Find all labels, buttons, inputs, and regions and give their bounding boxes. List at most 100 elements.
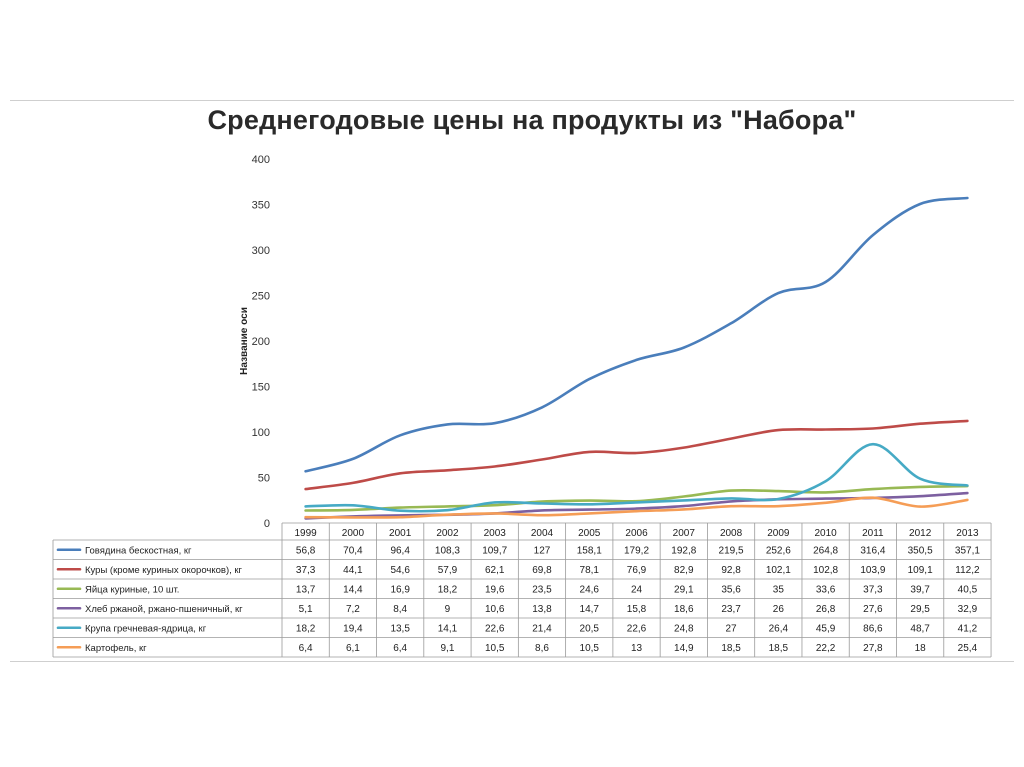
data-label: 35,6 — [721, 584, 741, 595]
chart-title: Среднегодовые цены на продукты из "Набор… — [207, 105, 857, 135]
data-label: 37,3 — [863, 584, 883, 595]
y-tick-label: 400 — [252, 154, 270, 166]
data-label: 350,5 — [908, 545, 933, 556]
data-label: 33,6 — [816, 584, 836, 595]
x-tick-label: 2012 — [909, 528, 932, 539]
y-tick-label: 0 — [264, 518, 270, 530]
data-label: 69,8 — [532, 565, 552, 576]
data-label: 19,4 — [343, 623, 363, 634]
data-table: 1999 2000 2001 2002 2003 2004 2005 2006 2007 2008… — [52, 522, 992, 658]
legend-label-3: Яйца куриные, 10 шт. — [85, 584, 179, 595]
data-label: 10,5 — [485, 643, 505, 654]
data-label: 39,7 — [910, 584, 930, 595]
data-label: 78,1 — [580, 565, 600, 576]
legend-label-1: Говядина бескостная, кг — [85, 545, 192, 556]
x-tick-label: 2005 — [578, 528, 601, 539]
data-label: 252,6 — [766, 545, 791, 556]
y-axis-title: Название оси — [239, 307, 250, 375]
data-label: 27 — [726, 623, 738, 634]
data-label: 6,4 — [299, 643, 313, 654]
data-label: 5,1 — [299, 604, 313, 615]
data-label: 192,8 — [671, 545, 696, 556]
x-tick-label: 2001 — [389, 528, 412, 539]
x-tick-label: 2008 — [720, 528, 743, 539]
y-tick-label: 300 — [252, 245, 270, 257]
data-label: 37,3 — [296, 565, 316, 576]
data-label: 18,5 — [721, 643, 741, 654]
data-label: 48,7 — [910, 623, 930, 634]
data-label: 9 — [445, 604, 451, 615]
data-label: 103,9 — [860, 565, 885, 576]
data-label: 13 — [631, 643, 643, 654]
legend-label-5: Крупа гречневая-ядрица, кг — [85, 623, 207, 634]
data-label: 16,9 — [390, 584, 410, 595]
series-line-5 — [304, 442, 969, 513]
series-line-6 — [304, 496, 969, 519]
data-label: 20,5 — [580, 623, 600, 634]
data-label: 10,6 — [485, 604, 505, 615]
y-tick-label: 250 — [252, 291, 270, 303]
data-label: 26 — [773, 604, 785, 615]
data-label: 40,5 — [958, 584, 978, 595]
data-label: 18,2 — [438, 584, 458, 595]
slide-frame — [10, 100, 1014, 662]
data-label: 18,2 — [296, 623, 316, 634]
data-label: 14,1 — [438, 623, 458, 634]
data-label: 108,3 — [435, 545, 460, 556]
x-tick-label: 2002 — [436, 528, 459, 539]
data-label: 56,8 — [296, 545, 316, 556]
data-label: 62,1 — [485, 565, 505, 576]
data-label: 21,4 — [532, 623, 552, 634]
data-label: 24,6 — [580, 584, 600, 595]
data-label: 45,9 — [816, 623, 836, 634]
x-tick-label: 2007 — [673, 528, 696, 539]
data-label: 25,4 — [958, 643, 978, 654]
data-label: 22,6 — [627, 623, 647, 634]
data-label: 10,5 — [580, 643, 600, 654]
data-label: 18 — [915, 643, 927, 654]
data-label: 13,5 — [390, 623, 410, 634]
x-tick-label: 2004 — [531, 528, 554, 539]
data-label: 82,9 — [674, 565, 694, 576]
data-label: 14,4 — [343, 584, 363, 595]
data-label: 6,1 — [346, 643, 360, 654]
data-label: 219,5 — [719, 545, 744, 556]
data-label: 22,6 — [485, 623, 505, 634]
data-label: 109,7 — [482, 545, 507, 556]
data-label: 22,2 — [816, 643, 836, 654]
plot-area — [304, 196, 969, 520]
data-label: 264,8 — [813, 545, 838, 556]
data-label: 96,4 — [390, 545, 410, 556]
y-tick-label: 150 — [252, 382, 270, 394]
data-label: 8,4 — [393, 604, 407, 615]
data-label: 57,9 — [438, 565, 458, 576]
data-label: 102,1 — [766, 565, 791, 576]
data-label: 13,7 — [296, 584, 316, 595]
y-axis: 0 50 100 150 200 250 300 350 400 — [252, 154, 270, 530]
data-label: 102,8 — [813, 565, 838, 576]
data-label: 6,4 — [393, 643, 407, 654]
data-label: 14,7 — [580, 604, 600, 615]
y-tick-label: 200 — [252, 336, 270, 348]
legend-label-6: Картофель, кг — [85, 643, 147, 654]
data-label: 35 — [773, 584, 785, 595]
data-label: 109,1 — [908, 565, 933, 576]
data-label: 26,8 — [816, 604, 836, 615]
data-label: 26,4 — [769, 623, 789, 634]
x-tick-label: 1999 — [295, 528, 318, 539]
data-label: 18,5 — [769, 643, 789, 654]
x-tick-label: 2000 — [342, 528, 365, 539]
data-label: 15,8 — [627, 604, 647, 615]
data-label: 158,1 — [577, 545, 602, 556]
data-label: 8,6 — [535, 643, 549, 654]
data-label: 24,8 — [674, 623, 694, 634]
data-label: 316,4 — [860, 545, 885, 556]
data-label: 24 — [631, 584, 643, 595]
x-tick-label: 2011 — [862, 528, 884, 539]
data-label: 27,8 — [863, 643, 883, 654]
x-tick-label: 2006 — [625, 528, 648, 539]
data-label: 41,2 — [958, 623, 978, 634]
data-label: 9,1 — [440, 643, 454, 654]
y-tick-label: 50 — [258, 473, 270, 485]
